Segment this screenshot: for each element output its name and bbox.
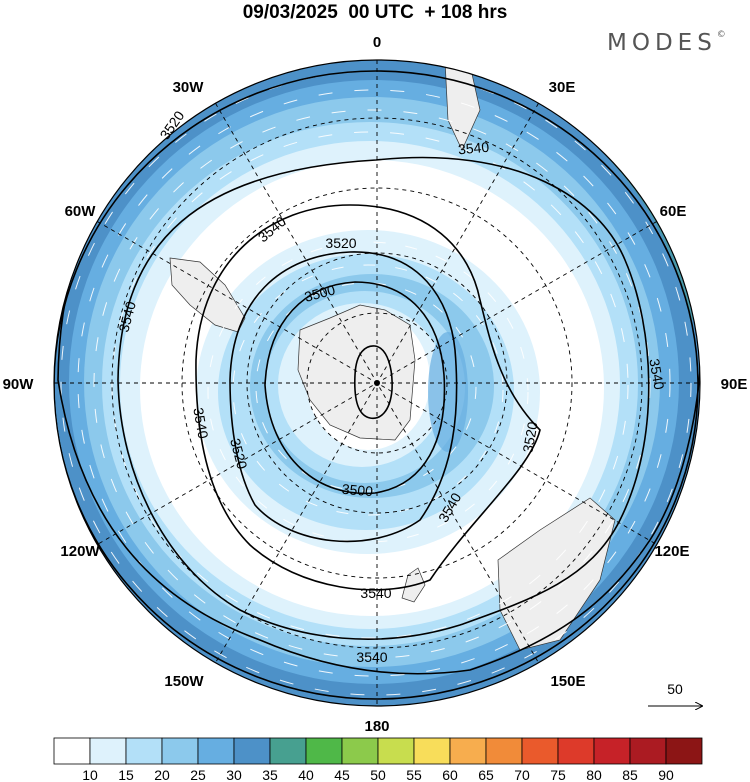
contour-label: 3540 [190, 406, 211, 440]
colorbar-swatch [233, 737, 271, 765]
colorbar-label: 40 [298, 767, 314, 782]
colorbar-label: 75 [550, 767, 566, 782]
map-boundary [53, 59, 701, 707]
longitude-label: 120W [60, 543, 100, 560]
contour-label: 3520 [325, 235, 356, 251]
longitude-label: 30W [173, 79, 205, 96]
longitude-label: 90E [721, 376, 748, 393]
colorbar-swatch [377, 737, 415, 765]
colorbar-label: 90 [658, 767, 674, 782]
colorbar-swatch [197, 737, 235, 765]
colorbar-label: 65 [478, 767, 494, 782]
colorbar-swatch [161, 737, 199, 765]
colorbar-swatch [485, 737, 523, 765]
graticule [54, 60, 700, 706]
longitude-label: 150W [164, 673, 204, 690]
copyright-mark: © [716, 30, 726, 41]
contour-label: 3540 [457, 139, 490, 158]
colorbar-swatch [413, 737, 451, 765]
longitude-label: 60W [65, 203, 97, 220]
brand-logo: MODES© [607, 30, 726, 56]
colorbar-label: 55 [406, 767, 422, 782]
longitude-label: 60E [660, 203, 687, 220]
colorbar: 10 15 20 25 30 35 40 45 50 55 60 65 70 75 80 85 90 [53, 737, 703, 782]
contour-label: 3540 [646, 357, 667, 391]
longitude-label: 30E [549, 79, 576, 96]
colorbar-label: 15 [118, 767, 134, 782]
contour-3520-inner [229, 251, 458, 543]
contour-label: 3540 [360, 585, 391, 601]
longitude-label: 180 [364, 718, 389, 735]
longitude-label: 0 [373, 34, 381, 51]
colorbar-swatch [665, 737, 703, 765]
contour-label: 3500 [341, 481, 374, 500]
colorbar-label: 80 [586, 767, 602, 782]
colorbar-swatch [269, 737, 307, 765]
vector-reference: 50 [648, 681, 702, 706]
jet-streak [428, 332, 468, 452]
colorbar-swatch [341, 737, 379, 765]
colorbar-swatch [53, 737, 91, 765]
meridian-60e-120w [97, 221, 657, 545]
longitude-label: 120E [654, 543, 689, 560]
colorbar-label: 50 [370, 767, 386, 782]
colorbar-swatch [125, 737, 163, 765]
colorbar-label: 25 [190, 767, 206, 782]
brand-name: MODES [607, 30, 717, 56]
contour-3500 [264, 281, 446, 495]
colorbar-label: 70 [514, 767, 530, 782]
contour-3540-inner [195, 204, 541, 591]
colorbar-label: 20 [154, 767, 170, 782]
colorbar-swatch [449, 737, 487, 765]
colorbar-label: 85 [622, 767, 638, 782]
colorbar-label: 10 [82, 767, 98, 782]
colorbar-label: 35 [262, 767, 278, 782]
antarctica [297, 304, 416, 441]
colorbar-label: 60 [442, 767, 458, 782]
contour-label: 3540 [356, 649, 387, 665]
colorbar-swatch [557, 737, 595, 765]
longitude-label: 150E [550, 673, 585, 690]
contour-label: 3520 [227, 437, 251, 471]
contour-label: 3520 [519, 420, 540, 454]
reference-vector-label: 50 [667, 681, 683, 697]
map-title: 09/03/2025 00 UTC + 108 hrs [242, 2, 508, 23]
colorbar-swatch [593, 737, 631, 765]
longitude-label: 90W [3, 376, 35, 393]
colorbar-swatch [629, 737, 667, 765]
colorbar-label: 30 [226, 767, 242, 782]
longitude-labels: 0 30E 60E 90E 120E 150E 180 150W 120W 90W 60W 30W [3, 34, 748, 735]
contour-label: 3500 [303, 281, 337, 305]
contour-3540-mid [117, 156, 650, 640]
contour-label: 3540 [115, 299, 139, 333]
colorbar-label: 45 [334, 767, 350, 782]
colorbar-swatch [521, 737, 559, 765]
latitude-circle-3 [181, 187, 573, 579]
colorbar-swatch [89, 737, 127, 765]
colorbar-swatch [305, 737, 343, 765]
